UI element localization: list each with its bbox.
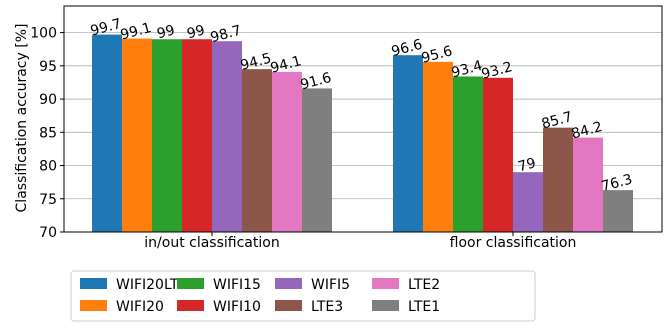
y-tick-label: 80 — [39, 159, 57, 175]
legend-label: LTE3 — [311, 299, 343, 315]
data-label: 79 — [516, 155, 537, 175]
bar — [423, 61, 453, 232]
bar — [603, 190, 633, 232]
y-tick-label: 95 — [39, 59, 57, 75]
bars — [92, 34, 633, 233]
legend-swatch — [177, 278, 204, 289]
bar — [152, 39, 182, 233]
legend-item: LTE2 — [372, 277, 440, 293]
legend-item: WIFI20 — [80, 299, 164, 315]
y-tick-label: 75 — [39, 192, 57, 208]
legend-swatch — [372, 278, 399, 289]
y-tick-label: 90 — [39, 92, 57, 108]
bar — [182, 39, 212, 233]
x-tick-label: floor classification — [450, 235, 577, 251]
legend-swatch — [275, 300, 302, 311]
y-tick-label: 85 — [39, 125, 57, 141]
legend-swatch — [80, 278, 107, 289]
data-label: 95.6 — [420, 43, 454, 67]
data-label: 76.3 — [600, 171, 634, 195]
data-label: 99.1 — [119, 20, 153, 44]
bar — [483, 77, 513, 232]
bar — [122, 38, 152, 232]
bar — [92, 34, 122, 232]
data-label: 93.4 — [450, 58, 484, 82]
legend-item: WIFI15 — [177, 277, 261, 293]
data-label: 96.6 — [390, 37, 424, 61]
legend-label: LTE1 — [408, 299, 440, 315]
y-axis-ticks: 70 75 80 85 90 95 100 — [30, 26, 64, 241]
bar — [543, 127, 573, 232]
data-label: 99 — [155, 22, 176, 42]
data-label: 99.7 — [89, 16, 123, 40]
y-tick-label: 100 — [30, 26, 57, 42]
plot-frame — [63, 5, 663, 233]
legend-label: WIFI15 — [213, 277, 261, 293]
legend-label: WIFI20 — [116, 299, 164, 315]
legend-item: LTE3 — [275, 299, 343, 315]
bar — [513, 172, 543, 232]
legend-item: WIFI20LTE3 — [80, 277, 196, 293]
bar — [573, 137, 603, 232]
legend-item: LTE1 — [372, 299, 440, 315]
bar — [393, 55, 423, 233]
legend: WIFI20LTE3 WIFI20 WIFI15 WIFI10 WIFI5 LTE3 LTE… — [70, 270, 536, 322]
data-label: 85.7 — [540, 109, 574, 133]
legend-items: WIFI20LTE3 WIFI20 WIFI15 WIFI10 WIFI5 LTE3 LTE… — [80, 277, 440, 315]
data-labels: 99.799.1 99 99 98.794.594.191.696.695.693.4… — [89, 16, 634, 195]
bar — [453, 76, 483, 232]
legend-label: WIFI20LTE3 — [116, 277, 196, 293]
data-label: 99 — [185, 22, 206, 42]
y-axis-label: Classification accuracy [%] — [14, 24, 30, 213]
legend-label: LTE2 — [408, 277, 440, 293]
data-label: 93.2 — [480, 59, 514, 83]
legend-swatch — [275, 278, 302, 289]
legend-swatch — [372, 300, 399, 311]
legend-item: WIFI10 — [177, 299, 261, 315]
data-label: 84.2 — [570, 119, 604, 143]
data-label: 98.7 — [209, 23, 243, 47]
legend-item: WIFI5 — [275, 277, 350, 293]
legend-label: WIFI10 — [213, 299, 261, 315]
x-tick-label: in/out classification — [144, 235, 279, 251]
data-label: 94.5 — [239, 51, 273, 75]
x-axis-categories: in/out classification floor classificatio… — [144, 232, 576, 251]
bar — [272, 71, 302, 233]
bar — [242, 69, 272, 232]
y-tick-label: 70 — [39, 225, 57, 241]
bar — [212, 41, 242, 232]
data-label: 94.1 — [269, 53, 303, 77]
legend-label: WIFI5 — [311, 277, 350, 293]
legend-swatch — [80, 300, 107, 311]
data-label: 91.6 — [299, 70, 333, 94]
bar — [302, 88, 332, 233]
legend-swatch — [177, 300, 204, 311]
